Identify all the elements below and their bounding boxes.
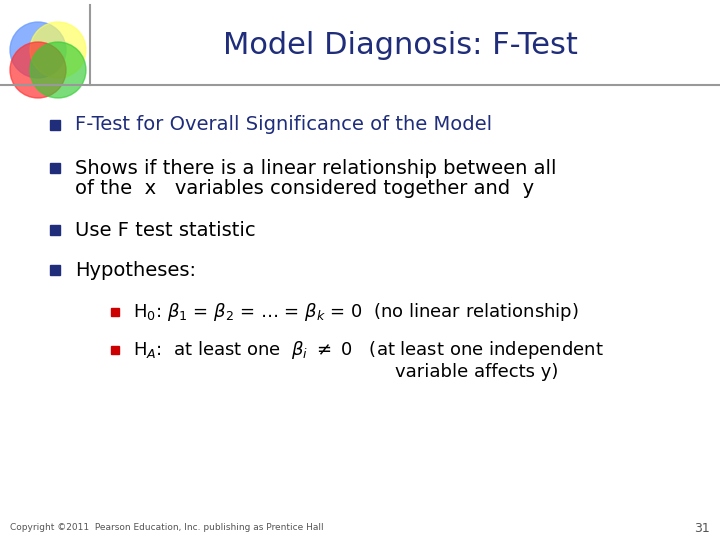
Text: H$_A$:  at least one  $\beta_i$ $\neq$ 0   (at least one independent: H$_A$: at least one $\beta_i$ $\neq$ 0 (… [133,339,603,361]
Text: Shows if there is a linear relationship between all: Shows if there is a linear relationship … [75,159,557,178]
Text: Copyright ©2011  Pearson Education, Inc. publishing as Prentice Hall: Copyright ©2011 Pearson Education, Inc. … [10,523,323,532]
Text: H$_0$: $\beta_1$ = $\beta_2$ = … = $\beta_k$ = 0  (no linear relationship): H$_0$: $\beta_1$ = $\beta_2$ = … = $\bet… [133,301,579,323]
Text: F-Test for Overall Significance of the Model: F-Test for Overall Significance of the M… [75,116,492,134]
Text: Hypotheses:: Hypotheses: [75,260,196,280]
Text: 31: 31 [694,522,710,535]
Circle shape [30,22,86,78]
Text: variable affects y): variable affects y) [395,363,559,381]
Circle shape [10,22,66,78]
Circle shape [10,42,66,98]
Text: of the  x   variables considered together and  y: of the x variables considered together a… [75,179,534,199]
Circle shape [30,42,86,98]
Text: Use F test statistic: Use F test statistic [75,220,256,240]
Text: Model Diagnosis: F-Test: Model Diagnosis: F-Test [222,31,577,60]
